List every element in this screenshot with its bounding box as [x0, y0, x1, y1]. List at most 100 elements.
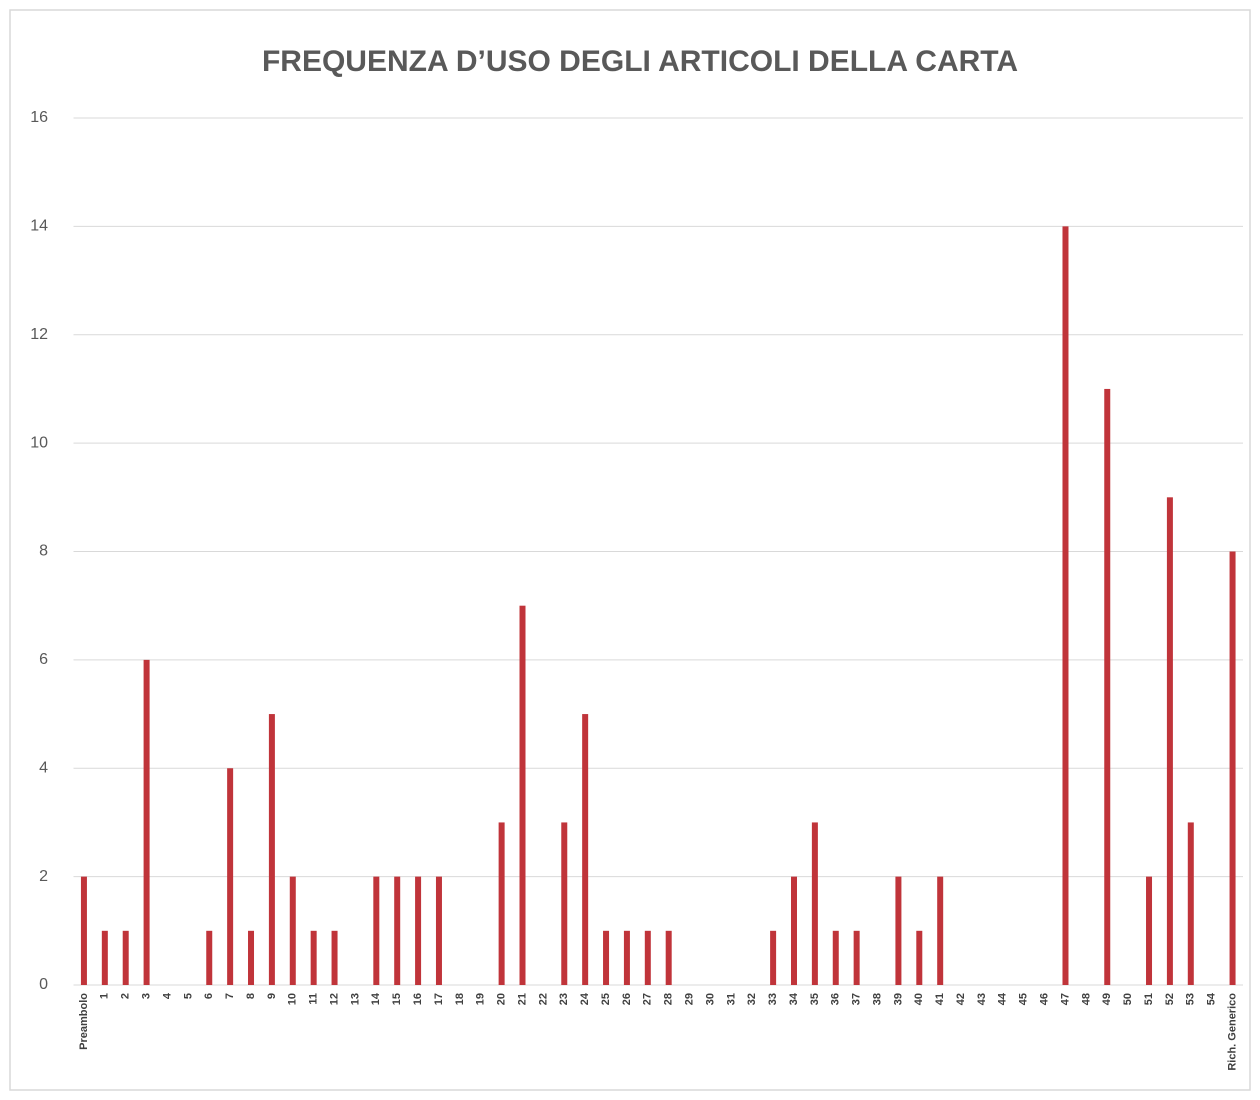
x-tick-label: 11: [308, 993, 320, 1005]
x-tick-label: 42: [955, 993, 967, 1005]
x-tick-label: 26: [621, 993, 633, 1005]
bar: [268, 714, 275, 985]
x-tick-label: 18: [454, 993, 466, 1005]
y-tick-label: 16: [30, 109, 48, 126]
x-tick-label: Preambolo: [78, 993, 90, 1050]
x-tick-label: 37: [851, 993, 863, 1005]
bar: [415, 876, 422, 985]
bar: [227, 768, 234, 985]
bar: [435, 876, 442, 985]
bar: [1229, 551, 1236, 985]
x-tick-label: 35: [809, 993, 821, 1005]
x-tick-label: 21: [516, 993, 528, 1005]
bar: [373, 876, 380, 985]
x-tick-label: 38: [871, 993, 883, 1005]
bar: [770, 930, 777, 985]
x-tick-label: 28: [663, 993, 675, 1005]
x-tick-label: 47: [1059, 993, 1071, 1005]
x-tick-label: 27: [642, 993, 654, 1005]
bar: [1146, 876, 1153, 985]
x-tick-label: 2: [120, 993, 132, 999]
x-tick-label: 8: [245, 993, 257, 999]
x-tick-label: 49: [1101, 993, 1113, 1005]
x-tick-label: 10: [287, 993, 299, 1005]
x-tick-label: 23: [558, 993, 570, 1005]
x-tick-label: 3: [141, 993, 153, 999]
x-tick-label: 44: [997, 992, 1009, 1005]
bar: [80, 876, 87, 985]
x-tick-label: 54: [1206, 992, 1218, 1005]
y-tick-label: 12: [30, 326, 48, 343]
x-tick-label: 33: [767, 993, 779, 1005]
bar: [143, 659, 150, 985]
x-tick-label: 50: [1122, 993, 1134, 1005]
x-tick-label: 20: [496, 993, 508, 1005]
bar: [289, 876, 296, 985]
bar: [895, 876, 902, 985]
x-tick-label: 6: [203, 993, 215, 999]
x-tick-label: 52: [1164, 993, 1176, 1005]
bar: [331, 930, 338, 985]
bar: [122, 930, 129, 985]
x-tick-label: 16: [412, 993, 424, 1005]
x-tick-label: 30: [704, 993, 716, 1005]
bar: [310, 930, 317, 985]
x-tick-label: 24: [579, 992, 591, 1005]
y-tick-label: 2: [39, 868, 48, 885]
bar: [394, 876, 401, 985]
x-tick-label: 40: [913, 993, 925, 1005]
x-tick-label: 53: [1185, 993, 1197, 1005]
x-tick-label: 14: [370, 992, 382, 1005]
chart-title: FREQUENZA D’USO DEGLI ARTICOLI DELLA CAR…: [262, 45, 1018, 78]
bar: [561, 822, 568, 985]
x-tick-label: 9: [266, 993, 278, 999]
bar: [853, 930, 860, 985]
bar: [498, 822, 505, 985]
bar: [248, 930, 255, 985]
bar: [1104, 388, 1111, 985]
x-tick-label: 15: [391, 993, 403, 1005]
bar: [603, 930, 610, 985]
x-tick-label: 12: [328, 993, 340, 1005]
x-tick-label: 22: [537, 993, 549, 1005]
x-tick-label: 41: [934, 993, 946, 1005]
bar: [519, 605, 526, 985]
x-tick-label: 29: [683, 993, 695, 1005]
x-tick-label: Rich. Generico: [1226, 993, 1238, 1071]
x-tick-label: 48: [1080, 993, 1092, 1005]
bar: [206, 930, 213, 985]
x-tick-label: 45: [1018, 993, 1030, 1005]
chart-frame: [9, 9, 1251, 1091]
bar: [101, 930, 108, 985]
x-tick-label: 46: [1039, 993, 1051, 1005]
bar: [623, 930, 630, 985]
x-tick-label: 5: [182, 993, 194, 999]
x-tick-label: 32: [746, 993, 758, 1005]
y-tick-label: 0: [39, 976, 48, 993]
y-tick-label: 10: [30, 434, 48, 451]
x-tick-label: 25: [600, 993, 612, 1005]
x-tick-label: 13: [349, 993, 361, 1005]
x-tick-label: 31: [725, 993, 737, 1005]
bar: [1166, 497, 1173, 985]
bar: [937, 876, 944, 985]
bar: [916, 930, 923, 985]
x-tick-label: 36: [830, 993, 842, 1005]
x-tick-label: 1: [99, 993, 111, 999]
bar: [644, 930, 651, 985]
x-tick-label: 17: [433, 993, 445, 1005]
x-tick-label: 4: [161, 992, 173, 999]
x-tick-label: 19: [475, 993, 487, 1005]
x-tick-label: 43: [976, 993, 988, 1005]
bar: [1187, 822, 1194, 985]
bar: [582, 714, 589, 985]
x-tick-label: 34: [788, 992, 800, 1005]
y-tick-label: 4: [39, 759, 48, 776]
bar: [665, 930, 672, 985]
y-tick-label: 6: [39, 651, 48, 668]
y-tick-label: 8: [39, 543, 48, 560]
x-tick-label: 51: [1143, 993, 1155, 1005]
bar: [811, 822, 818, 985]
y-tick-label: 14: [30, 218, 48, 235]
